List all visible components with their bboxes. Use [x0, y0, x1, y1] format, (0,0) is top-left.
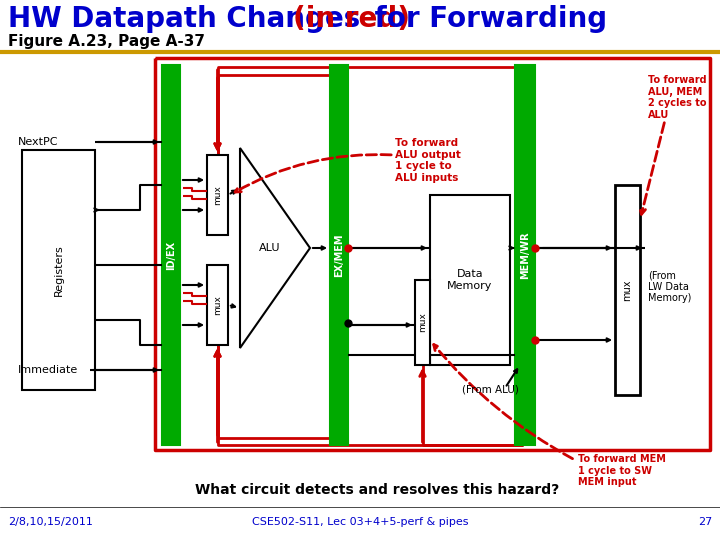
- Text: mux: mux: [213, 185, 222, 205]
- Text: ALU: ALU: [259, 243, 281, 253]
- Text: What circuit detects and resolves this hazard?: What circuit detects and resolves this h…: [195, 483, 559, 497]
- Text: To forward
ALU, MEM
2 cycles to
ALU: To forward ALU, MEM 2 cycles to ALU: [648, 75, 706, 120]
- Text: (From ALU): (From ALU): [462, 385, 518, 395]
- Text: To forward
ALU output
1 cycle to
ALU inputs: To forward ALU output 1 cycle to ALU inp…: [395, 138, 461, 183]
- Bar: [615, 185, 640, 395]
- Text: (in red): (in red): [293, 5, 410, 33]
- Bar: [207, 265, 228, 345]
- Bar: [22, 150, 95, 390]
- Bar: [415, 280, 430, 365]
- Text: ID/EX: ID/EX: [166, 240, 176, 269]
- Text: MEM/WR: MEM/WR: [520, 231, 530, 279]
- Text: Data
Memory: Data Memory: [447, 269, 492, 291]
- Text: CSE502-S11, Lec 03+4+5-perf & pipes: CSE502-S11, Lec 03+4+5-perf & pipes: [252, 517, 468, 527]
- Text: mux: mux: [418, 313, 427, 333]
- Text: (From
LW Data
Memory): (From LW Data Memory): [648, 270, 691, 303]
- Text: Figure A.23, Page A-37: Figure A.23, Page A-37: [8, 34, 205, 49]
- Text: HW Datapath Changes: HW Datapath Changes: [8, 5, 370, 33]
- Text: for Forwarding: for Forwarding: [365, 5, 607, 33]
- Text: To forward MEM
1 cycle to SW
MEM input: To forward MEM 1 cycle to SW MEM input: [578, 454, 666, 487]
- Bar: [430, 195, 510, 365]
- Bar: [330, 65, 348, 445]
- Text: EX/MEM: EX/MEM: [334, 233, 344, 276]
- Bar: [207, 155, 228, 235]
- Text: Registers: Registers: [53, 244, 63, 296]
- Text: NextPC: NextPC: [18, 137, 58, 147]
- Text: mux: mux: [623, 279, 632, 301]
- Text: 2/8,10,15/2011: 2/8,10,15/2011: [8, 517, 93, 527]
- Polygon shape: [240, 148, 310, 348]
- Bar: [162, 65, 180, 445]
- Text: mux: mux: [213, 295, 222, 315]
- Text: 27: 27: [698, 517, 712, 527]
- Bar: [515, 65, 535, 445]
- Text: Immediate: Immediate: [18, 365, 78, 375]
